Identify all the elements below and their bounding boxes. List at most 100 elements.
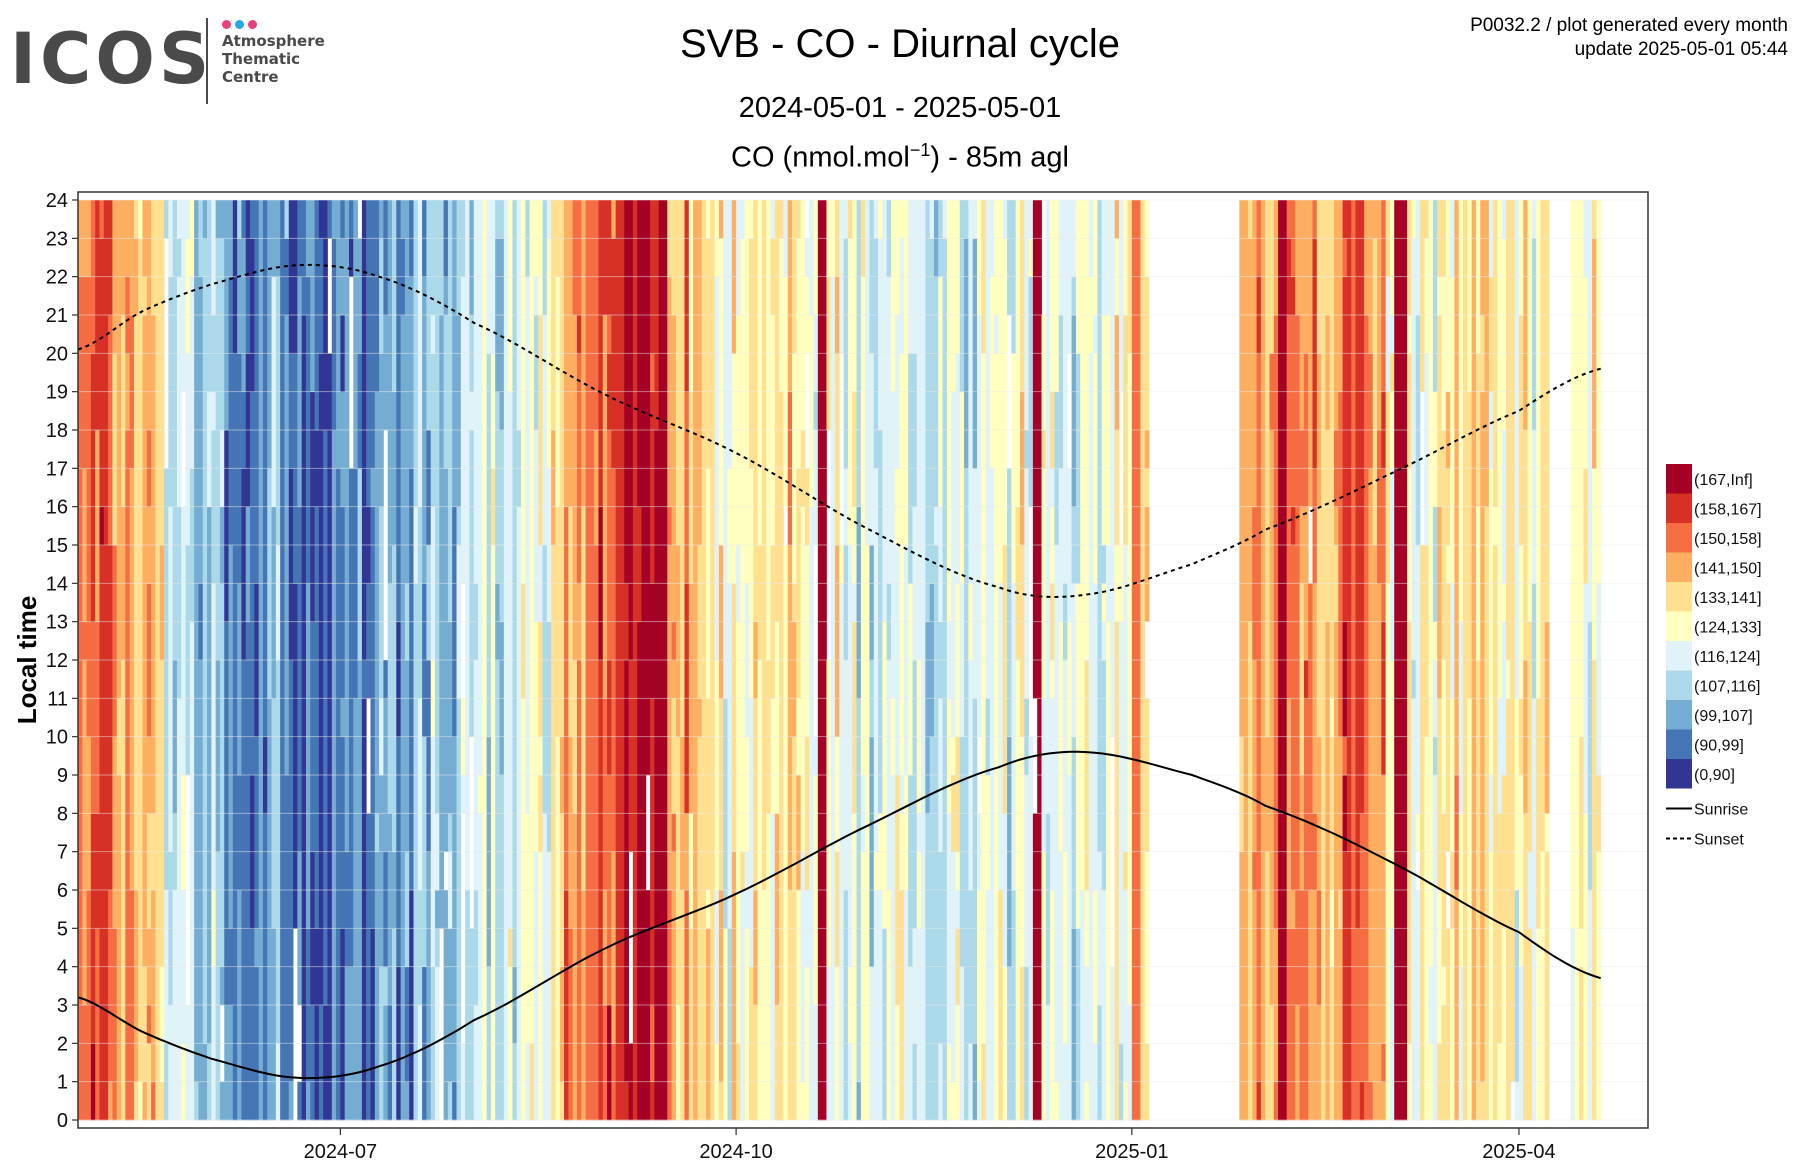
heatmap-cell (340, 391, 346, 508)
heatmap-cell (951, 736, 956, 776)
x-axis: 2024-07 2024-10 2025-01 2025-04 (304, 1128, 1556, 1163)
heatmap-cell (1032, 813, 1038, 1006)
heatmap-cell (675, 200, 681, 393)
heatmap-cell (1295, 1005, 1300, 1121)
heatmap-cell (1041, 1043, 1047, 1083)
heatmap-cell (194, 200, 199, 316)
heatmap-cell (1303, 315, 1309, 354)
heatmap-cell (684, 468, 690, 584)
heatmap-cell (929, 391, 935, 431)
y-tick-label: 18 (46, 420, 68, 442)
heatmap-cell (142, 545, 148, 584)
heatmap-cell (1282, 851, 1288, 891)
heatmap-cell (1075, 813, 1081, 929)
heatmap-cell (882, 928, 888, 1121)
heatmap-cell (1007, 1005, 1012, 1121)
heatmap-cell (564, 506, 569, 699)
heatmap-cell (323, 1005, 328, 1121)
heatmap-cell (886, 391, 892, 584)
heatmap-cell (1432, 890, 1438, 1083)
heatmap-cell (1437, 506, 1442, 699)
heatmap-cell (650, 353, 655, 393)
heatmap-cell (624, 545, 629, 584)
heatmap-cell (1351, 775, 1356, 968)
heatmap-cell (964, 890, 969, 1006)
heatmap-cell (882, 200, 888, 239)
heatmap-cell (1497, 315, 1503, 431)
heatmap-cell (899, 200, 905, 239)
heatmap-cell (942, 200, 948, 239)
heatmap-cell (938, 851, 943, 1044)
heatmap-cell (589, 391, 595, 584)
heatmap-cell (508, 1081, 513, 1121)
heatmap-cell (968, 200, 974, 393)
heatmap-cell (525, 775, 531, 814)
heatmap-cell (90, 621, 96, 814)
heatmap-cell (706, 890, 711, 929)
heatmap-cell (796, 200, 802, 239)
heatmap-cell (95, 391, 100, 431)
heatmap-cell (998, 775, 1004, 891)
heatmap-cell (1050, 468, 1055, 508)
heatmap-cell (718, 890, 724, 1083)
heatmap-cell (925, 813, 931, 1006)
subtitle-exponent: −1 (909, 140, 931, 160)
heatmap-cell (1114, 621, 1120, 814)
legend-label: (107,116] (1694, 679, 1760, 696)
heatmap-cell (189, 1005, 195, 1121)
heatmap-cell (1045, 813, 1051, 1006)
heatmap-cell (946, 1081, 952, 1121)
heatmap-cell (533, 851, 539, 968)
heatmap-cell (1045, 545, 1051, 661)
heatmap-cell (1437, 698, 1442, 891)
heatmap-cell (1428, 315, 1434, 508)
heatmap-cell (288, 353, 294, 469)
heatmap-cell (1247, 775, 1253, 814)
heatmap-cell (706, 506, 711, 699)
heatmap-cell (1093, 200, 1098, 316)
heatmap-cell (1484, 698, 1490, 738)
heatmap-cell (1101, 621, 1107, 661)
heatmap-cell (1355, 506, 1361, 699)
heatmap-cell (1355, 890, 1361, 929)
heatmap-cell (792, 583, 797, 623)
heatmap-cell (78, 851, 83, 1044)
heatmap-cell (521, 583, 526, 699)
heatmap-cell (727, 928, 733, 1121)
heatmap-cell (413, 775, 419, 968)
heatmap-cell (426, 1005, 432, 1121)
heatmap-cell (976, 890, 982, 1083)
heatmap-cell (619, 583, 625, 623)
heatmap-cell (1265, 315, 1270, 431)
heatmap-cell (138, 238, 143, 431)
heatmap-cell (176, 1005, 182, 1121)
heatmap-cell (538, 276, 543, 316)
heatmap-cell (796, 660, 802, 699)
heatmap-cell (1321, 545, 1326, 661)
heatmap-cell (1002, 506, 1008, 546)
heatmap-cell (495, 736, 500, 776)
heatmap-cell (482, 506, 488, 699)
heatmap-cell (99, 928, 105, 1121)
heatmap-cell (1290, 928, 1296, 1121)
heatmap-cell (327, 813, 333, 853)
heatmap-cell (740, 851, 746, 891)
heatmap-cell (215, 660, 221, 853)
heatmap-cell (512, 238, 518, 278)
heatmap-cell (994, 545, 999, 738)
heatmap-cell (1531, 928, 1537, 1121)
legend-label: (124,133] (1694, 620, 1762, 637)
heatmap-cell (607, 660, 612, 776)
heatmap-cell (1432, 506, 1438, 623)
heatmap-cell (912, 660, 918, 776)
heatmap-cell (151, 545, 156, 661)
heatmap-cell (878, 583, 883, 699)
heatmap-cell (675, 1005, 681, 1121)
heatmap-cell (383, 315, 389, 431)
heatmap-cell (908, 736, 913, 776)
heatmap-cell (1527, 583, 1533, 623)
heatmap-cell (1506, 276, 1511, 393)
heatmap-cell (1445, 200, 1451, 393)
heatmap-cell (624, 1081, 629, 1121)
heatmap-cell (512, 851, 518, 968)
